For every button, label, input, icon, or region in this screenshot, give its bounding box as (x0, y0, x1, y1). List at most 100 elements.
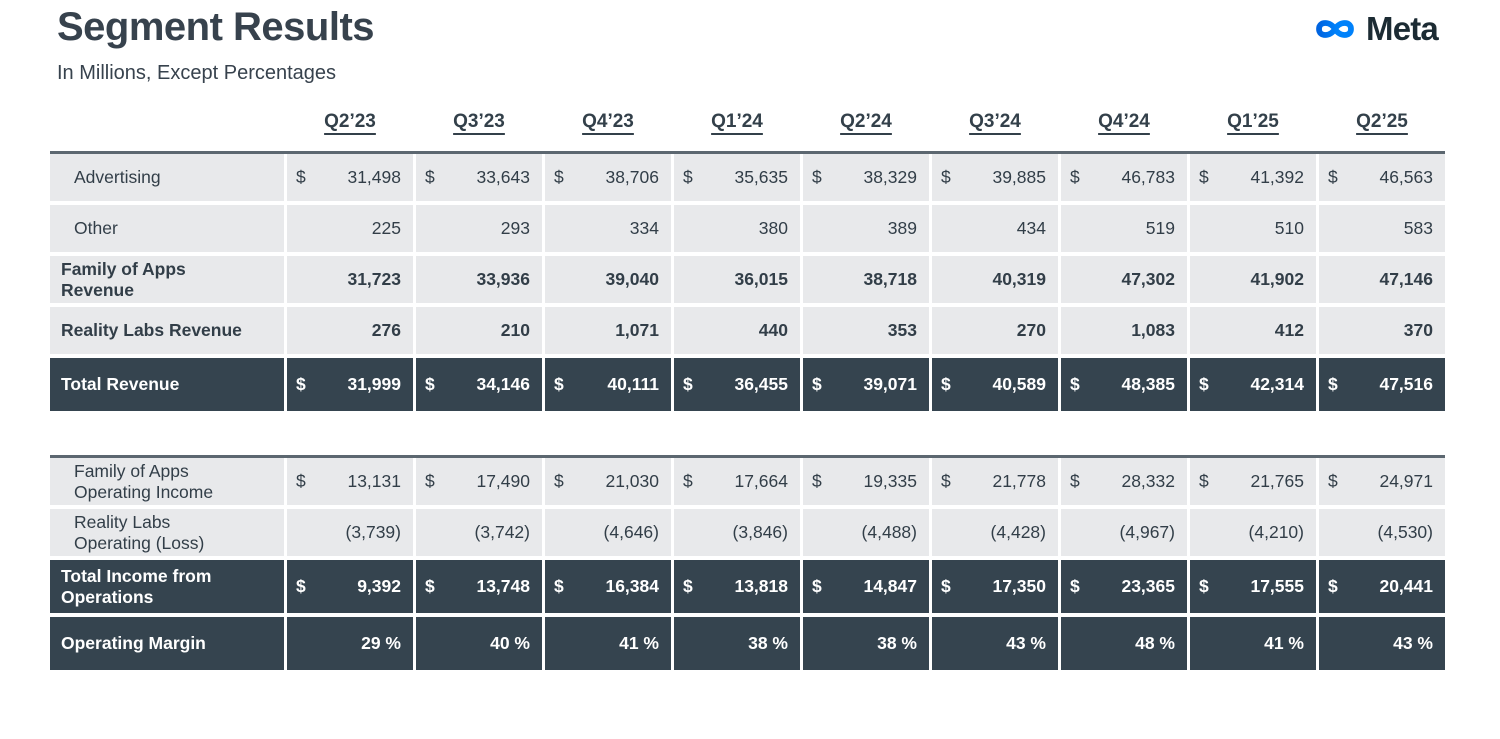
value-text: 510 (1274, 218, 1304, 238)
row-label-line: Reality Labs (74, 512, 171, 533)
value-cell: 29 % (287, 617, 413, 670)
value-text: 39,040 (605, 269, 659, 289)
value-cell: 519 (1061, 205, 1187, 252)
value-text: 370 (1403, 320, 1433, 340)
slide-header: Segment Results In Millions, Except Perc… (0, 0, 1500, 85)
row-label-line: Revenue (61, 279, 134, 300)
dollar-sign: $ (683, 167, 693, 187)
dollar-sign: $ (1199, 471, 1209, 491)
value-text: 41 % (1264, 633, 1304, 653)
dollar-sign: $ (1328, 576, 1338, 596)
value-text: 225 (371, 218, 401, 238)
value-cell: 440 (674, 307, 800, 354)
value-cell: $39,885 (932, 154, 1058, 201)
row-label: Total Income from Operations (50, 560, 284, 613)
value-text: 39,885 (992, 167, 1046, 187)
quarter-header: Q3’24 (969, 111, 1021, 132)
quarter-header: Q3’23 (453, 111, 505, 132)
value-cell: 583 (1319, 205, 1445, 252)
value-text: 13,748 (476, 576, 530, 596)
meta-infinity-icon (1311, 13, 1359, 45)
value-cell: 31,723 (287, 256, 413, 303)
value-cell: (3,742) (416, 509, 542, 556)
value-cell: 1,083 (1061, 307, 1187, 354)
dollar-sign: $ (296, 471, 306, 491)
value-text: 41 % (619, 633, 659, 653)
value-cell: $17,490 (416, 458, 542, 505)
dollar-sign: $ (1070, 576, 1080, 596)
meta-logo: Meta (1311, 10, 1439, 48)
value-cell: (4,488) (803, 509, 929, 556)
value-cell: 276 (287, 307, 413, 354)
value-text: 40,319 (992, 269, 1046, 289)
value-text: 17,490 (476, 471, 530, 491)
value-text: 39,071 (863, 374, 917, 394)
row-label-line: Reality Labs Revenue (61, 320, 242, 341)
dollar-sign: $ (1070, 471, 1080, 491)
value-text: 1,083 (1131, 320, 1175, 340)
row-label: Reality Labs Revenue (50, 307, 284, 354)
value-cell: $14,847 (803, 560, 929, 613)
value-cell: (3,846) (674, 509, 800, 556)
value-cell: $24,971 (1319, 458, 1445, 505)
quarter-header: Q2’23 (324, 111, 376, 132)
value-text: 36,455 (734, 374, 788, 394)
value-cell: (4,530) (1319, 509, 1445, 556)
value-cell: 40,319 (932, 256, 1058, 303)
value-text: (3,742) (474, 522, 530, 542)
value-text: 13,818 (734, 576, 788, 596)
value-text: 33,643 (476, 167, 530, 187)
quarter-header: Q1’25 (1227, 111, 1279, 132)
value-text: 21,778 (992, 471, 1046, 491)
value-cell: 353 (803, 307, 929, 354)
value-cell: $28,332 (1061, 458, 1187, 505)
value-cell: $16,384 (545, 560, 671, 613)
value-text: 334 (629, 218, 659, 238)
value-cell: 38 % (674, 617, 800, 670)
value-text: 40 % (490, 633, 530, 653)
dollar-sign: $ (812, 471, 822, 491)
dollar-sign: $ (812, 167, 822, 187)
dollar-sign: $ (1070, 167, 1080, 187)
segment-tables: Q2’23 Q3’23 Q4’23 Q1’24 Q2’24 Q3’24 Q4’24 Q1’25… (50, 111, 1445, 670)
value-text: 41,392 (1250, 167, 1304, 187)
dollar-sign: $ (296, 374, 306, 394)
value-text: (3,846) (732, 522, 788, 542)
value-cell: $19,335 (803, 458, 929, 505)
row-label-line: Operating Margin (61, 633, 206, 654)
dollar-sign: $ (1328, 471, 1338, 491)
value-cell: 48 % (1061, 617, 1187, 670)
value-text: 17,664 (734, 471, 788, 491)
value-cell: $31,999 (287, 358, 413, 411)
value-text: 35,635 (734, 167, 788, 187)
value-text: 36,015 (734, 269, 788, 289)
value-text: 389 (887, 218, 917, 238)
row-label-line: Operating (Loss) (74, 532, 205, 553)
row-label-line: Other (74, 218, 118, 239)
value-text: 13,131 (347, 471, 401, 491)
value-cell: $21,765 (1190, 458, 1316, 505)
value-cell: 43 % (1319, 617, 1445, 670)
value-text: 1,071 (615, 320, 659, 340)
value-text: 293 (500, 218, 530, 238)
value-text: 48,385 (1121, 374, 1175, 394)
value-cell: (4,967) (1061, 509, 1187, 556)
value-text: 9,392 (357, 576, 401, 596)
value-text: 29 % (361, 633, 401, 653)
value-text: 46,563 (1379, 167, 1433, 187)
dollar-sign: $ (941, 374, 951, 394)
value-cell: $23,365 (1061, 560, 1187, 613)
value-cell: $39,071 (803, 358, 929, 411)
dollar-sign: $ (296, 167, 306, 187)
value-cell: 39,040 (545, 256, 671, 303)
dollar-sign: $ (425, 374, 435, 394)
value-text: 21,030 (605, 471, 659, 491)
dollar-sign: $ (296, 576, 306, 596)
value-text: 519 (1145, 218, 1175, 238)
value-cell: $42,314 (1190, 358, 1316, 411)
value-text: 353 (887, 320, 917, 340)
value-cell: $40,589 (932, 358, 1058, 411)
value-cell: 412 (1190, 307, 1316, 354)
value-text: 440 (758, 320, 788, 340)
